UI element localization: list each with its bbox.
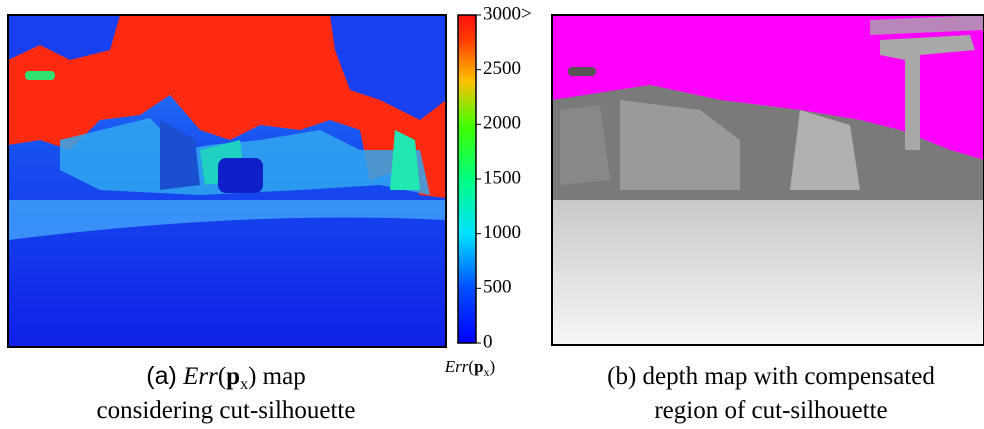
- tick-label: 500: [483, 277, 512, 298]
- caption-arg: p: [226, 363, 240, 390]
- label-symbol: Err: [444, 357, 469, 376]
- tick-label: 2000: [483, 113, 521, 134]
- caption-paren: (: [218, 363, 226, 390]
- tick-label: 2500: [483, 58, 521, 79]
- colorbar-label: Err(px): [444, 357, 495, 379]
- tick-label: 3000>: [483, 3, 532, 24]
- colorbar-ticks: 0 500 1000 1500 2000 2500 3000>: [476, 3, 532, 352]
- error-map: [7, 14, 447, 348]
- label-paren: (: [468, 357, 474, 376]
- caption-prefix: (a): [146, 362, 177, 390]
- tick-label: 1000: [483, 222, 521, 243]
- caption-a-line1: (a) Err(px) map: [146, 362, 305, 393]
- tick-label: 0: [483, 331, 493, 352]
- tick-label: 1500: [483, 167, 521, 188]
- caption-b-line1: (b) depth map with compensated: [607, 363, 935, 390]
- label-sub: x: [484, 365, 490, 379]
- caption-paren: ): [248, 363, 256, 390]
- caption-suffix: map: [263, 363, 306, 390]
- caption-a-line2: considering cut-silhouette: [97, 397, 356, 424]
- depth-map: [551, 14, 984, 346]
- colorbar: [457, 14, 477, 344]
- colorbar-scale: [457, 14, 477, 344]
- caption-b-line2: region of cut-silhouette: [654, 397, 887, 424]
- caption-symbol: Err: [182, 363, 218, 390]
- label-paren: ): [490, 357, 496, 376]
- label-arg: p: [474, 357, 483, 376]
- caption-sub: x: [240, 376, 248, 393]
